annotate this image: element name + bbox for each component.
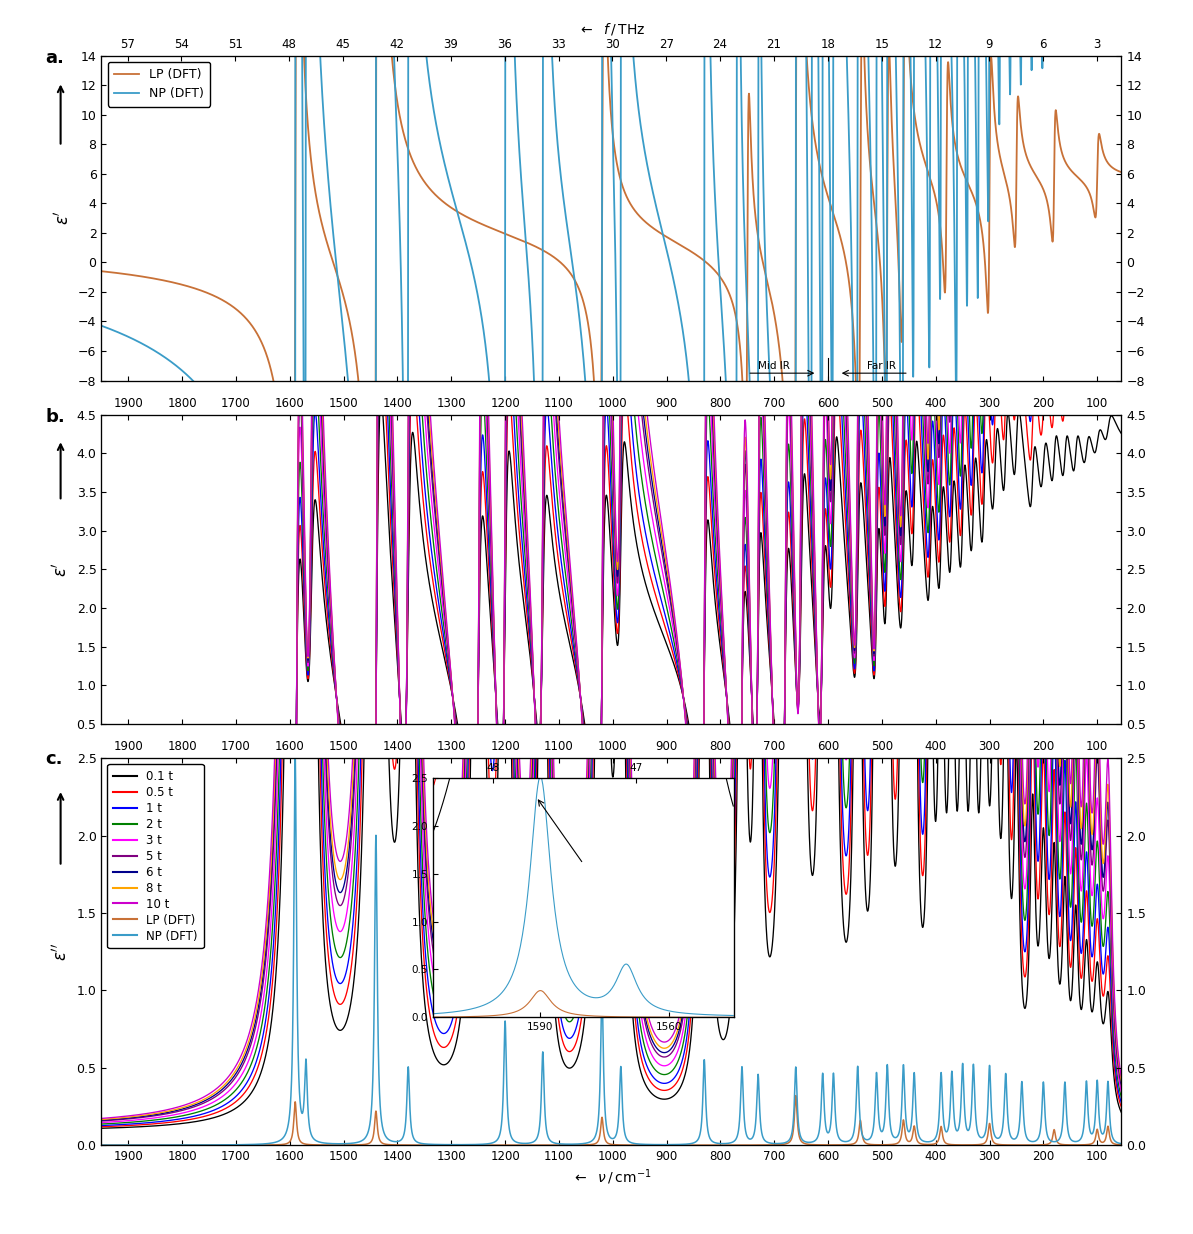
Text: a.: a. bbox=[45, 49, 64, 67]
Legend: 0.1 t, 0.5 t, 1 t, 2 t, 3 t, 5 t, 6 t, 8 t, 10 t, LP (DFT), NP (DFT): 0.1 t, 0.5 t, 1 t, 2 t, 3 t, 5 t, 6 t, 8… bbox=[107, 764, 204, 949]
LP (DFT) bbox=[905, 89, 920, 104]
NP (DFT) bbox=[905, 270, 920, 285]
LP (DFT) bbox=[742, 100, 756, 115]
Y-axis label: $\varepsilon'$: $\varepsilon'$ bbox=[52, 561, 72, 576]
LP (DFT) bbox=[146, 271, 160, 286]
Text: b.: b. bbox=[45, 408, 66, 427]
X-axis label: $\leftarrow$  $f\,/\,$THz: $\leftarrow$ $f\,/\,$THz bbox=[577, 21, 645, 37]
LP (DFT) bbox=[464, 212, 478, 227]
NP (DFT) bbox=[146, 342, 160, 357]
Text: Far IR: Far IR bbox=[867, 360, 896, 370]
NP (DFT) bbox=[742, 374, 756, 389]
NP (DFT) bbox=[464, 257, 478, 271]
X-axis label: $\leftarrow$  $\nu\,/\,$cm$^{-1}$: $\leftarrow$ $\nu\,/\,$cm$^{-1}$ bbox=[571, 1167, 651, 1187]
LP (DFT) bbox=[851, 433, 865, 448]
Y-axis label: $\varepsilon''$: $\varepsilon''$ bbox=[52, 943, 72, 961]
Y-axis label: $\varepsilon'$: $\varepsilon'$ bbox=[54, 211, 73, 226]
LP (DFT) bbox=[698, 254, 712, 269]
LP (DFT) bbox=[1114, 165, 1129, 180]
Line: NP (DFT): NP (DFT) bbox=[101, 0, 1121, 1234]
Text: c.: c. bbox=[45, 750, 63, 769]
Line: LP (DFT): LP (DFT) bbox=[101, 0, 1121, 892]
Legend: LP (DFT), NP (DFT): LP (DFT), NP (DFT) bbox=[107, 62, 210, 106]
LP (DFT) bbox=[366, 885, 381, 900]
LP (DFT) bbox=[94, 264, 109, 279]
Text: Mid IR: Mid IR bbox=[759, 360, 790, 370]
NP (DFT) bbox=[94, 318, 109, 333]
